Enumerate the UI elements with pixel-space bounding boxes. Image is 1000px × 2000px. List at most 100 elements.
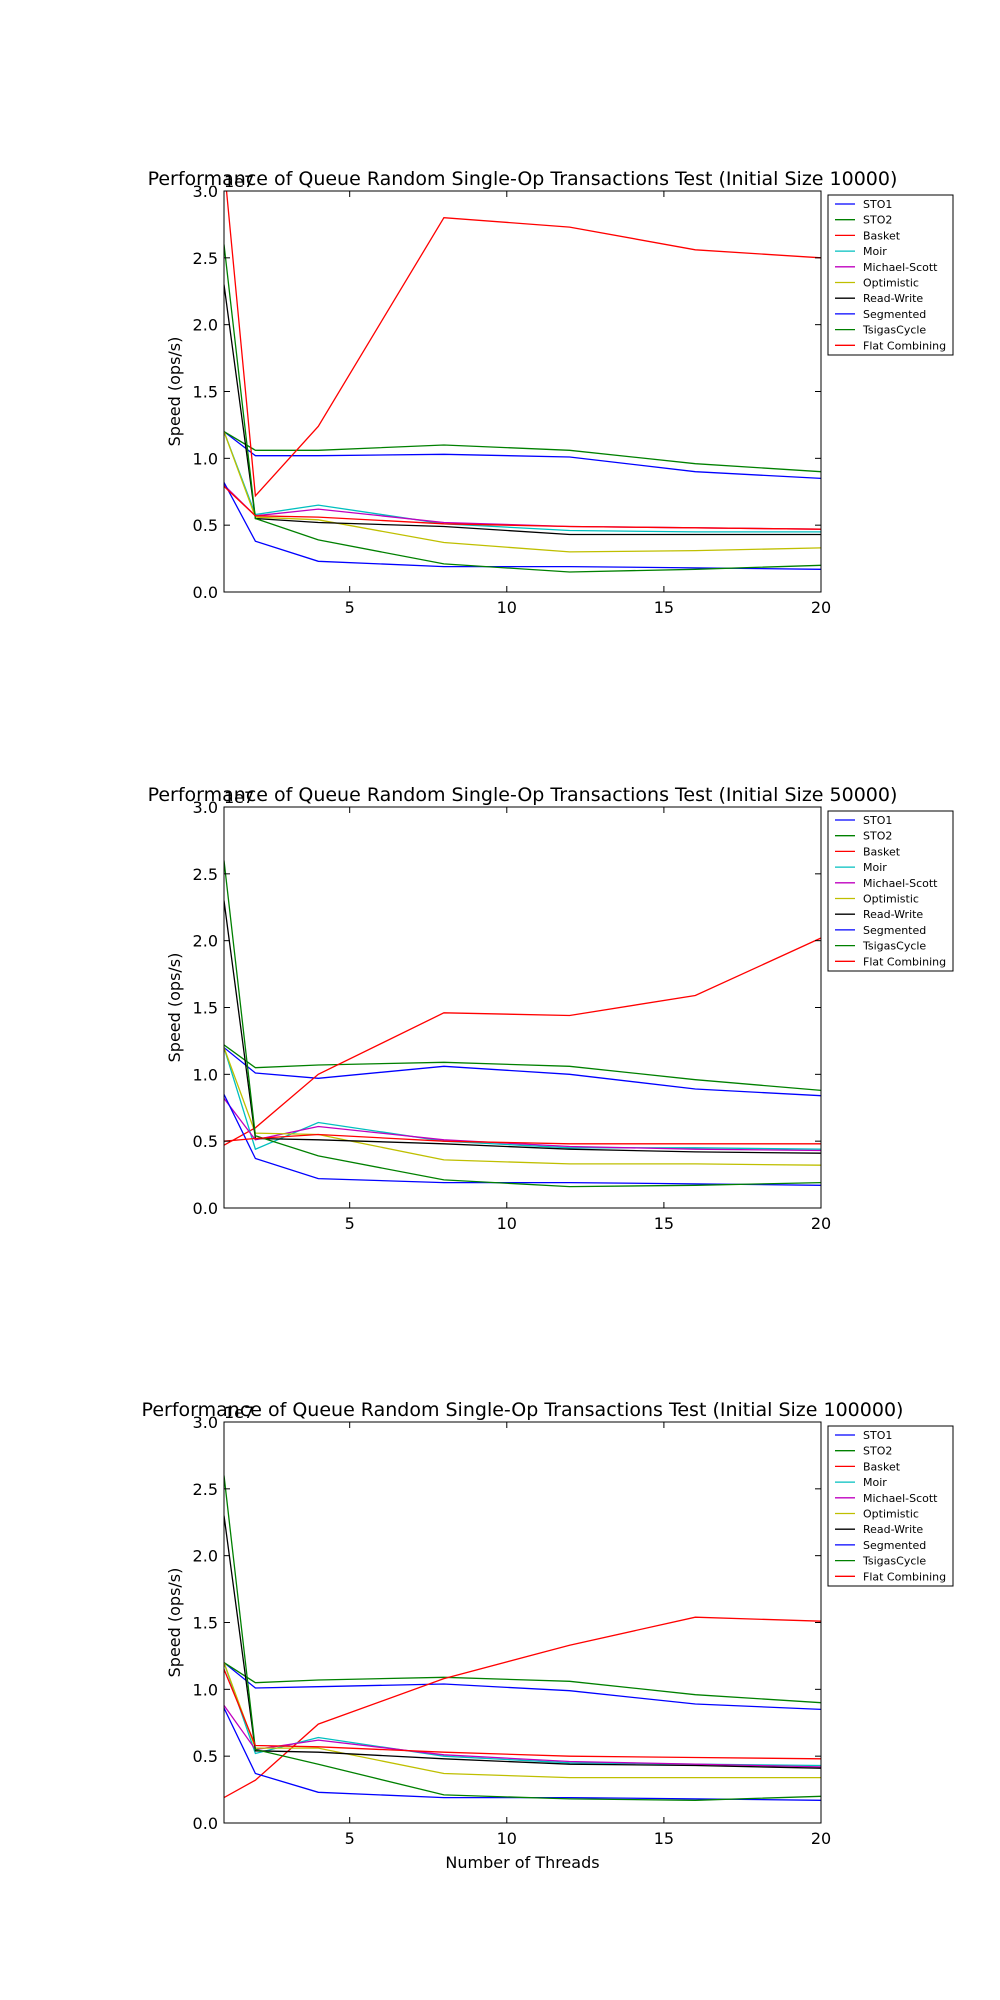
y-tick-label: 0.5 bbox=[193, 1747, 218, 1766]
legend-entry: STO2 bbox=[863, 830, 892, 843]
legend-entry: Basket bbox=[863, 229, 901, 242]
series-group bbox=[224, 1475, 821, 1801]
y-tick-label: 0.0 bbox=[193, 1199, 218, 1218]
legend-entry: Read-Write bbox=[863, 292, 923, 305]
legend-entry: Michael-Scott bbox=[863, 1492, 938, 1505]
x-tick-label: 15 bbox=[654, 1214, 674, 1233]
series-line-sto1 bbox=[224, 1047, 821, 1097]
y-axis-label: Speed (ops/s) bbox=[165, 953, 184, 1063]
legend-entry: Flat Combining bbox=[863, 1570, 946, 1583]
series-line-sto2 bbox=[224, 431, 821, 473]
chart-title: Performance of Queue Random Single-Op Tr… bbox=[148, 784, 898, 806]
chart-title: Performance of Queue Random Single-Op Tr… bbox=[148, 168, 898, 190]
legend-frame bbox=[827, 810, 954, 972]
legend-entry: Moir bbox=[863, 861, 887, 874]
series-line-flat-combining bbox=[224, 1133, 821, 1145]
y-tick-label: 3.0 bbox=[193, 1413, 218, 1432]
series-line-flat-combining bbox=[224, 1669, 821, 1760]
series-line-tsigascycle bbox=[224, 860, 821, 1188]
legend-entry: STO1 bbox=[863, 1429, 892, 1442]
series-line-flat-combining bbox=[224, 485, 821, 530]
legend-entry: Segmented bbox=[863, 924, 926, 937]
x-axis-label: Number of Threads bbox=[445, 1853, 599, 1872]
series-line-read-write bbox=[224, 1515, 821, 1769]
x-tick-label: 10 bbox=[497, 598, 517, 617]
y-tick-label: 2.5 bbox=[193, 1480, 218, 1499]
y-tick-label: 2.5 bbox=[193, 865, 218, 884]
legend-entry: Read-Write bbox=[863, 908, 923, 921]
series-line-basket bbox=[225, 191, 821, 498]
series-line-michael-scott bbox=[224, 1098, 821, 1152]
legend-entry: Optimistic bbox=[863, 893, 919, 906]
series-line-sto1 bbox=[224, 431, 821, 480]
x-tick-label: 5 bbox=[345, 1829, 355, 1848]
y-tick-label: 1.0 bbox=[193, 1065, 218, 1084]
y-tick-label: 1.0 bbox=[193, 1680, 218, 1699]
series-line-sto2 bbox=[224, 1044, 821, 1092]
legend-entry: Optimistic bbox=[863, 277, 919, 290]
legend-entry: STO2 bbox=[863, 1445, 892, 1458]
chart-panel-3: Performance of Queue Random Single-Op Tr… bbox=[142, 1399, 954, 1872]
y-tick-label: 0.0 bbox=[193, 1814, 218, 1833]
y-tick-label: 0.5 bbox=[193, 516, 218, 535]
legend-entry: Moir bbox=[863, 1476, 887, 1489]
legend-frame bbox=[827, 194, 954, 356]
x-tick-label: 5 bbox=[345, 598, 355, 617]
x-tick-label: 20 bbox=[811, 1214, 831, 1233]
legend-entry: Segmented bbox=[863, 1539, 926, 1552]
y-axis-label: Speed (ops/s) bbox=[165, 1568, 184, 1678]
x-tick-label: 5 bbox=[345, 1214, 355, 1233]
legend-entry: Moir bbox=[863, 245, 887, 258]
legend-entry: TsigasCycle bbox=[862, 1555, 926, 1568]
legend-frame bbox=[827, 1425, 954, 1587]
y-tick-label: 1.0 bbox=[193, 449, 218, 468]
series-line-segmented bbox=[224, 482, 821, 570]
legend: STO1 STO2 Basket Moir Michael-Scott Optimisti… bbox=[827, 1425, 954, 1587]
y-offset-label: 1e7 bbox=[224, 1403, 254, 1422]
y-offset-label: 1e7 bbox=[224, 172, 254, 191]
y-tick-label: 2.5 bbox=[193, 249, 218, 268]
x-tick-label: 10 bbox=[497, 1829, 517, 1848]
legend-entry: Basket bbox=[863, 845, 901, 858]
series-line-sto2 bbox=[224, 1662, 821, 1704]
legend-entry: Read-Write bbox=[863, 1523, 923, 1536]
series-line-segmented bbox=[224, 1707, 821, 1801]
y-tick-label: 2.0 bbox=[193, 932, 218, 951]
y-offset-label: 1e7 bbox=[224, 788, 254, 807]
series-line-segmented bbox=[224, 1094, 821, 1186]
x-tick-label: 10 bbox=[497, 1214, 517, 1233]
legend: STO1 STO2 Basket Moir Michael-Scott Optimisti… bbox=[827, 810, 954, 972]
x-tick-label: 15 bbox=[654, 1829, 674, 1848]
legend: STO1 STO2 Basket Moir Michael-Scott Optimisti… bbox=[827, 194, 954, 356]
y-tick-label: 2.0 bbox=[193, 316, 218, 335]
legend-entry: Michael-Scott bbox=[863, 261, 938, 274]
x-tick-label: 20 bbox=[811, 598, 831, 617]
series-group bbox=[224, 191, 821, 573]
y-tick-label: 0.0 bbox=[193, 583, 218, 602]
legend-entry: STO1 bbox=[863, 198, 892, 211]
legend-entry: Segmented bbox=[863, 308, 926, 321]
series-line-sto1 bbox=[224, 1662, 821, 1711]
legend-entry: Flat Combining bbox=[863, 955, 946, 968]
y-tick-label: 3.0 bbox=[193, 798, 218, 817]
legend-entry: Basket bbox=[863, 1460, 901, 1473]
y-tick-label: 1.5 bbox=[193, 383, 218, 402]
series-group bbox=[224, 860, 821, 1188]
legend-entry: Michael-Scott bbox=[863, 877, 938, 890]
y-tick-label: 1.5 bbox=[193, 999, 218, 1018]
legend-entry: Flat Combining bbox=[863, 339, 946, 352]
series-line-tsigascycle bbox=[224, 244, 821, 573]
y-tick-label: 0.5 bbox=[193, 1132, 218, 1151]
y-axis-label: Speed (ops/s) bbox=[165, 337, 184, 447]
legend-entry: STO2 bbox=[863, 214, 892, 227]
y-tick-label: 1.5 bbox=[193, 1614, 218, 1633]
x-tick-label: 20 bbox=[811, 1829, 831, 1848]
series-line-tsigascycle bbox=[224, 1475, 821, 1801]
legend-entry: TsigasCycle bbox=[862, 940, 926, 953]
series-line-basket bbox=[224, 937, 821, 1146]
y-tick-label: 2.0 bbox=[193, 1547, 218, 1566]
chart-panel-2: Performance of Queue Random Single-Op Tr… bbox=[148, 784, 954, 1233]
series-line-basket bbox=[224, 1616, 821, 1799]
legend-entry: STO1 bbox=[863, 814, 892, 827]
